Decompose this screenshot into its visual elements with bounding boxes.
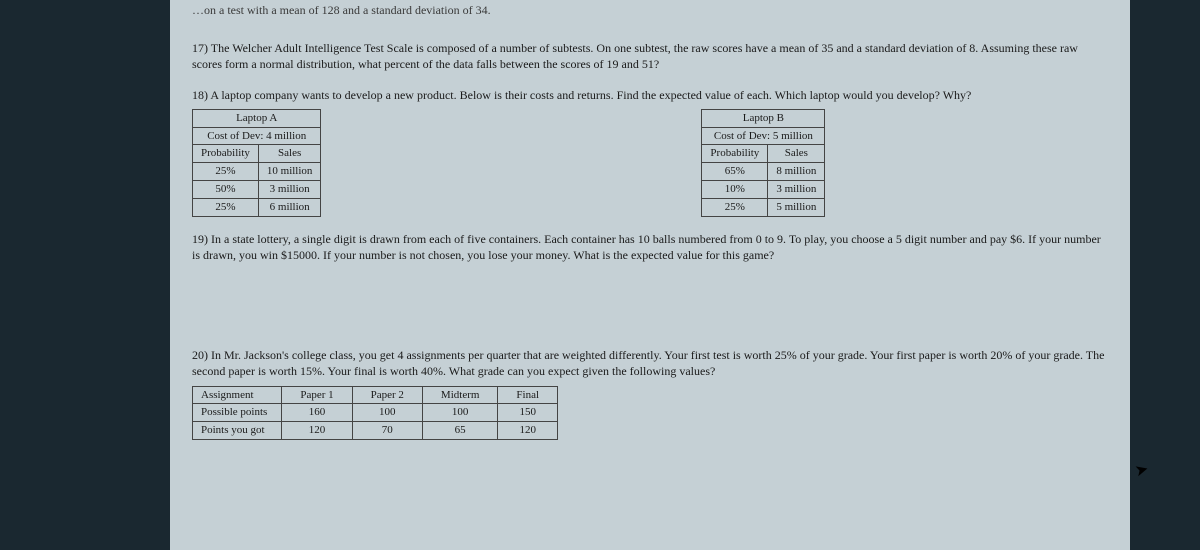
problem-19-text: 19) In a state lottery, a single digit i… (192, 231, 1108, 263)
laptop-a-r2c0: 25% (193, 198, 259, 216)
grades-col-0: Paper 1 (282, 386, 352, 404)
laptop-a-h0: Probability (193, 145, 259, 163)
grades-rowlabel-1: Possible points (193, 404, 282, 422)
laptop-a-r2c1: 6 million (258, 198, 321, 216)
grades-col-1: Paper 2 (352, 386, 422, 404)
laptop-b-h1: Sales (768, 145, 825, 163)
laptop-a-title: Laptop A (193, 109, 321, 127)
laptop-tables-row: Laptop A Cost of Dev: 4 million Probabil… (192, 109, 1108, 217)
grades-col-2: Midterm (422, 386, 498, 404)
laptop-a-r1c0: 50% (193, 181, 259, 199)
laptop-b-h0: Probability (702, 145, 768, 163)
laptop-a-r0c1: 10 million (258, 163, 321, 181)
laptop-a-h1: Sales (258, 145, 321, 163)
grades-poss-0: 160 (282, 404, 352, 422)
problem-18-text: 18) A laptop company wants to develop a … (192, 87, 1108, 103)
problem-17: 17) The Welcher Adult Intelligence Test … (192, 40, 1108, 72)
laptop-b-r2c1: 5 million (768, 198, 825, 216)
grades-col-3: Final (498, 386, 558, 404)
problem-20-text: 20) In Mr. Jackson's college class, you … (192, 347, 1108, 379)
laptop-b-title: Laptop B (702, 109, 825, 127)
laptop-b-r0c0: 65% (702, 163, 768, 181)
problem-17-text: 17) The Welcher Adult Intelligence Test … (192, 40, 1108, 72)
grades-poss-3: 150 (498, 404, 558, 422)
laptop-b-table: Laptop B Cost of Dev: 5 million Probabil… (701, 109, 825, 217)
laptop-b-r2c0: 25% (702, 198, 768, 216)
grades-got-2: 65 (422, 422, 498, 440)
laptop-a-cost: Cost of Dev: 4 million (193, 127, 321, 145)
problem-18: 18) A laptop company wants to develop a … (192, 87, 1108, 217)
worksheet-page: …on a test with a mean of 128 and a stan… (170, 0, 1130, 550)
grades-poss-2: 100 (422, 404, 498, 422)
grades-table: Assignment Paper 1 Paper 2 Midterm Final… (192, 386, 558, 441)
laptop-a-table: Laptop A Cost of Dev: 4 million Probabil… (192, 109, 321, 217)
laptop-b-r0c1: 8 million (768, 163, 825, 181)
laptop-b-r1c1: 3 million (768, 181, 825, 199)
problem-19: 19) In a state lottery, a single digit i… (192, 231, 1108, 263)
grades-poss-1: 100 (352, 404, 422, 422)
grades-rowlabel-0: Assignment (193, 386, 282, 404)
cursor-icon: ➤ (1132, 459, 1150, 482)
laptop-a-r0c0: 25% (193, 163, 259, 181)
grades-got-0: 120 (282, 422, 352, 440)
problem-20: 20) In Mr. Jackson's college class, you … (192, 347, 1108, 440)
laptop-b-r1c0: 10% (702, 181, 768, 199)
grades-got-1: 70 (352, 422, 422, 440)
partial-text: …on a test with a mean of 128 and a stan… (192, 3, 491, 17)
laptop-a-r1c1: 3 million (258, 181, 321, 199)
grades-got-3: 120 (498, 422, 558, 440)
grades-rowlabel-2: Points you got (193, 422, 282, 440)
laptop-b-cost: Cost of Dev: 5 million (702, 127, 825, 145)
partial-problem-top: …on a test with a mean of 128 and a stan… (192, 2, 1108, 18)
